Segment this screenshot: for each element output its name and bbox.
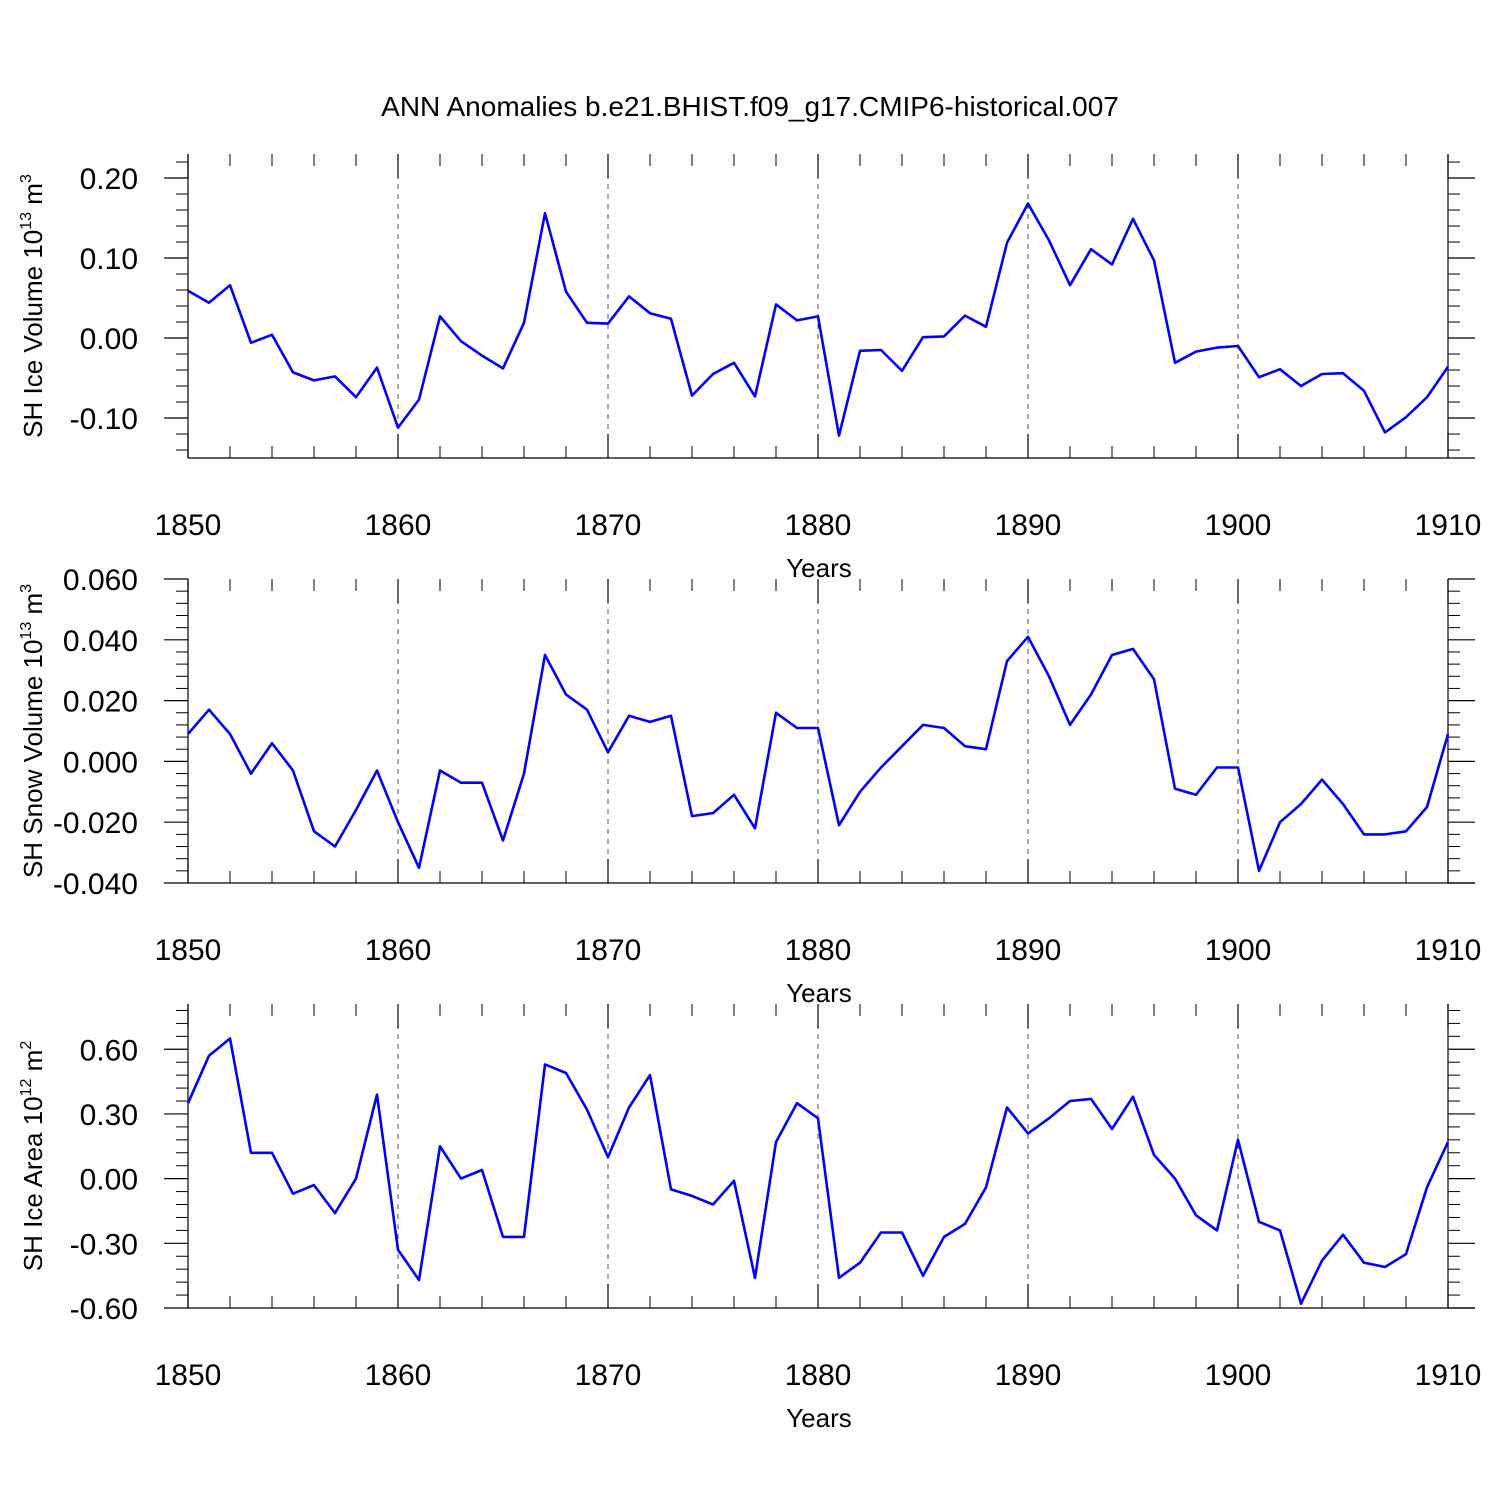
- y-tick-label: 0.060: [63, 564, 138, 597]
- y-tick-label: 0.60: [80, 1034, 138, 1067]
- y-axis-title-unit-exponent: 3: [18, 174, 35, 183]
- x-tick-label: 1890: [995, 1359, 1062, 1392]
- x-tick-label: 1850: [155, 934, 222, 967]
- x-tick-label: 1890: [995, 509, 1062, 542]
- chart-title: ANN Anomalies b.e21.BHIST.f09_g17.CMIP6-…: [381, 91, 1119, 122]
- y-tick-label: 0.10: [80, 243, 138, 276]
- y-axis-title: SH Ice Area 1012 m2: [18, 1041, 48, 1272]
- y-tick-label: 0.00: [80, 323, 138, 356]
- y-axis-title-exponent: 12: [18, 1078, 35, 1096]
- x-tick-label: 1860: [365, 1359, 432, 1392]
- y-tick-label: -0.10: [70, 403, 138, 436]
- y-tick-label: 0.040: [63, 625, 138, 658]
- x-tick-label: 1870: [575, 934, 642, 967]
- x-axis-title: Years: [786, 978, 852, 1008]
- y-tick-label: -0.040: [53, 868, 138, 901]
- y-tick-label: 0.30: [80, 1099, 138, 1132]
- x-tick-label: 1900: [1205, 934, 1272, 967]
- x-tick-label: 1900: [1205, 509, 1272, 542]
- x-tick-label: 1890: [995, 934, 1062, 967]
- x-tick-label: 1910: [1415, 934, 1482, 967]
- y-axis-title-unit: m: [18, 593, 48, 622]
- x-tick-label: 1900: [1205, 1359, 1272, 1392]
- x-axis-title: Years: [786, 1403, 852, 1433]
- y-axis-title-exponent: 13: [18, 212, 35, 230]
- x-tick-label: 1880: [785, 509, 852, 542]
- x-tick-label: 1870: [575, 1359, 642, 1392]
- y-tick-label: -0.60: [70, 1293, 138, 1326]
- y-tick-label: 0.00: [80, 1164, 138, 1197]
- x-axis-title: Years: [786, 553, 852, 583]
- x-tick-label: 1850: [155, 1359, 222, 1392]
- x-tick-label: 1860: [365, 509, 432, 542]
- x-tick-label: 1880: [785, 1359, 852, 1392]
- x-tick-label: 1870: [575, 509, 642, 542]
- y-axis-title-main: SH Snow Volume 10: [18, 640, 48, 878]
- y-axis-title-exponent: 13: [18, 622, 35, 640]
- x-tick-label: 1880: [785, 934, 852, 967]
- y-axis-title-unit: m: [18, 183, 48, 212]
- y-tick-label: 0.020: [63, 686, 138, 719]
- y-tick-label: -0.020: [53, 807, 138, 840]
- y-axis-title-main: SH Ice Area 10: [18, 1096, 48, 1271]
- y-axis-title-unit: m: [18, 1050, 48, 1079]
- x-tick-label: 1910: [1415, 1359, 1482, 1392]
- x-tick-label: 1910: [1415, 509, 1482, 542]
- y-axis-title-unit-exponent: 2: [18, 1041, 35, 1050]
- x-tick-label: 1850: [155, 509, 222, 542]
- y-tick-label: 0.000: [63, 746, 138, 779]
- y-tick-label: 0.20: [80, 163, 138, 196]
- y-axis-title-main: SH Ice Volume 10: [18, 230, 48, 438]
- x-tick-label: 1860: [365, 934, 432, 967]
- y-axis-title-unit-exponent: 3: [18, 584, 35, 593]
- y-tick-label: -0.30: [70, 1228, 138, 1261]
